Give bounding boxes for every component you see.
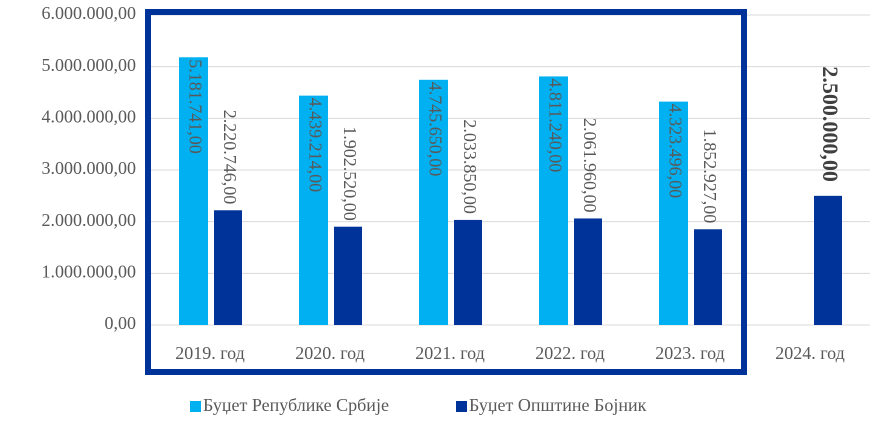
- legend-swatch: [456, 401, 467, 412]
- x-tick-label: 2021. год: [415, 343, 485, 363]
- data-label: 1.852.927,00: [700, 129, 720, 224]
- y-tick-label: 3.000.000,00: [42, 158, 137, 178]
- bar: [214, 210, 242, 325]
- bar: [694, 229, 722, 325]
- bar: [539, 76, 568, 325]
- bar: [179, 57, 208, 326]
- x-tick-label: 2024. год: [775, 343, 845, 363]
- x-tick-label: 2020. год: [295, 343, 365, 363]
- legend-label: Буџет Општине Бојник: [469, 395, 647, 415]
- y-tick-label: 2.000.000,00: [42, 210, 137, 230]
- data-label: 4.745.650,00: [425, 82, 445, 176]
- bar: [419, 79, 448, 326]
- legend-swatch: [190, 401, 201, 412]
- bar: [299, 95, 328, 325]
- y-tick-label: 1.000.000,00: [42, 261, 137, 281]
- data-label: 2.220.746,00: [220, 110, 240, 205]
- y-tick-label: 4.000.000,00: [42, 106, 137, 126]
- bar: [574, 218, 602, 325]
- data-label: 2.061.960,00: [580, 118, 600, 213]
- bar: [814, 195, 842, 325]
- y-tick-label: 6.000.000,00: [42, 3, 137, 23]
- bar: [659, 101, 688, 325]
- y-tick-label: 0,00: [105, 313, 137, 333]
- bar: [334, 226, 362, 325]
- x-tick-label: 2019. год: [175, 343, 245, 363]
- highlight-frame: [145, 9, 747, 375]
- y-tick-label: 5.000.000,00: [42, 55, 137, 75]
- data-label: 2.033.850,00: [460, 119, 480, 214]
- data-label: 4.439.214,00: [305, 98, 325, 193]
- data-label: 4.323.496,00: [665, 104, 685, 199]
- data-label: 1.902.520,00: [340, 126, 360, 221]
- legend-label: Буџет Републике Србије: [203, 395, 389, 415]
- data-label: 2.500.000,00: [818, 66, 843, 182]
- x-tick-label: 2022. год: [535, 343, 605, 363]
- data-label: 4.811.240,00: [545, 78, 565, 172]
- bar: [454, 219, 482, 325]
- x-tick-label: 2023. год: [655, 343, 725, 363]
- data-label: 5.181.741,00: [185, 59, 205, 154]
